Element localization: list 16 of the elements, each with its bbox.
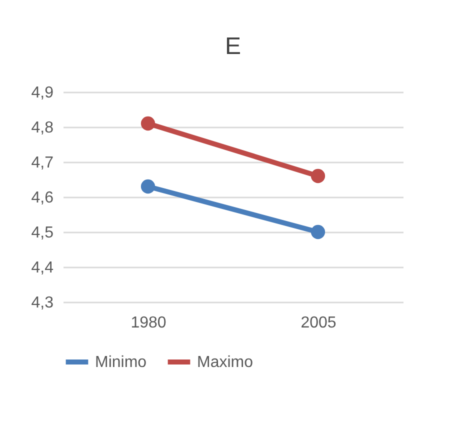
y-tick-label: 4,6: [31, 190, 54, 206]
point: [140, 179, 156, 194]
point: [310, 224, 326, 240]
y-tick-label: 4,5: [31, 224, 54, 242]
point: [310, 168, 326, 184]
x-tick-label: 1980: [130, 314, 166, 332]
chart-title: E: [224, 33, 242, 60]
y-tick-label: 4,4: [31, 260, 54, 276]
y-tick-label: 4,7: [31, 154, 54, 172]
legend-label: Minimo: [95, 354, 147, 371]
y-tick-label: 4,8: [31, 120, 54, 136]
y-tick-label: 4,9: [31, 84, 54, 102]
point: [140, 116, 156, 131]
y-tick-label: 4,3: [31, 294, 54, 312]
x-tick-label: 2005: [300, 314, 336, 332]
legend-label: Maximo: [197, 354, 254, 371]
